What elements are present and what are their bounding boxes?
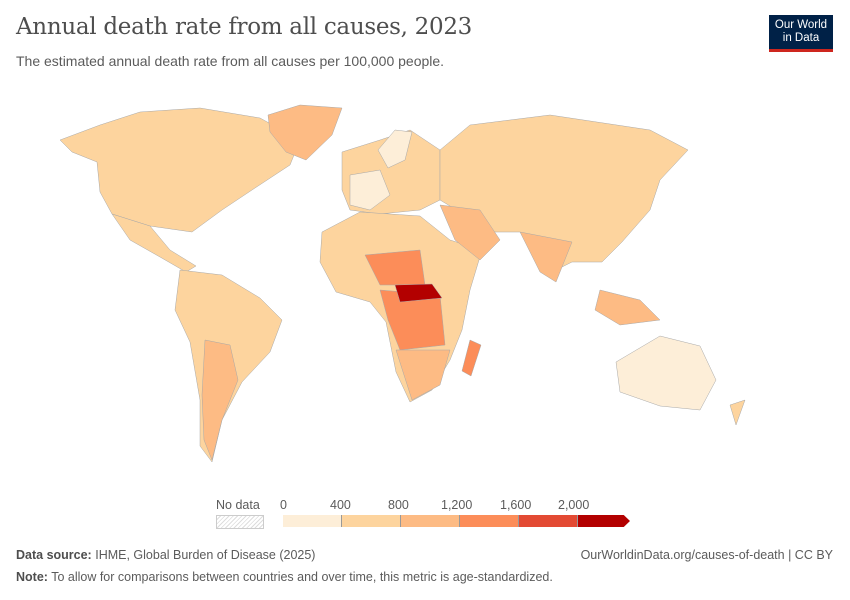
legend-bin[interactable]: [578, 515, 630, 527]
legend-tick: 2,000: [558, 498, 590, 512]
legend-no-data-label: No data: [216, 498, 260, 512]
region-new-zealand[interactable]: [729, 399, 746, 426]
region-central-america[interactable]: [111, 213, 197, 273]
region-middle-east[interactable]: [439, 204, 501, 261]
legend-color-bar: [283, 515, 630, 527]
note-text: To allow for comparisons between countri…: [51, 570, 553, 584]
logo-line-2: in Data: [782, 32, 820, 44]
legend-bin[interactable]: [460, 515, 519, 527]
legend-tick: 800: [388, 498, 409, 512]
source-url[interactable]: OurWorldinData.org/causes-of-death | CC …: [580, 548, 833, 562]
legend-bin[interactable]: [519, 515, 578, 527]
world-map: [59, 104, 746, 463]
region-south-america-south[interactable]: [201, 339, 239, 461]
region-car[interactable]: [394, 283, 443, 303]
region-madagascar[interactable]: [461, 339, 482, 377]
region-southeast-asia[interactable]: [594, 289, 661, 326]
note-label: Note:: [16, 570, 48, 584]
legend-no-data-swatch: [216, 515, 264, 529]
source-text: IHME, Global Burden of Disease (2025): [95, 548, 316, 562]
page-title: Annual death rate from all causes, 2023: [16, 14, 473, 40]
legend-tick: 400: [330, 498, 351, 512]
legend-tick: 1,600: [500, 498, 532, 512]
region-scandinavia[interactable]: [377, 129, 413, 169]
legend-tick: 1,200: [441, 498, 473, 512]
owid-logo[interactable]: Our World in Data: [769, 15, 833, 52]
region-australia[interactable]: [615, 335, 717, 411]
data-source: Data source: IHME, Global Burden of Dise…: [16, 548, 315, 562]
legend-tick: 0: [280, 498, 287, 512]
region-greenland[interactable]: [267, 104, 343, 161]
legend-bin[interactable]: [283, 515, 342, 527]
region-india[interactable]: [519, 231, 573, 283]
region-north-america[interactable]: [59, 107, 301, 233]
legend-bin[interactable]: [342, 515, 401, 527]
legend-bin[interactable]: [401, 515, 460, 527]
source-label: Data source:: [16, 548, 92, 562]
note: Note: To allow for comparisons between c…: [16, 570, 553, 584]
subtitle: The estimated annual death rate from all…: [16, 53, 445, 69]
logo-line-1: Our World: [774, 19, 828, 31]
region-western-europe[interactable]: [349, 169, 391, 211]
region-southern-africa[interactable]: [395, 349, 451, 401]
